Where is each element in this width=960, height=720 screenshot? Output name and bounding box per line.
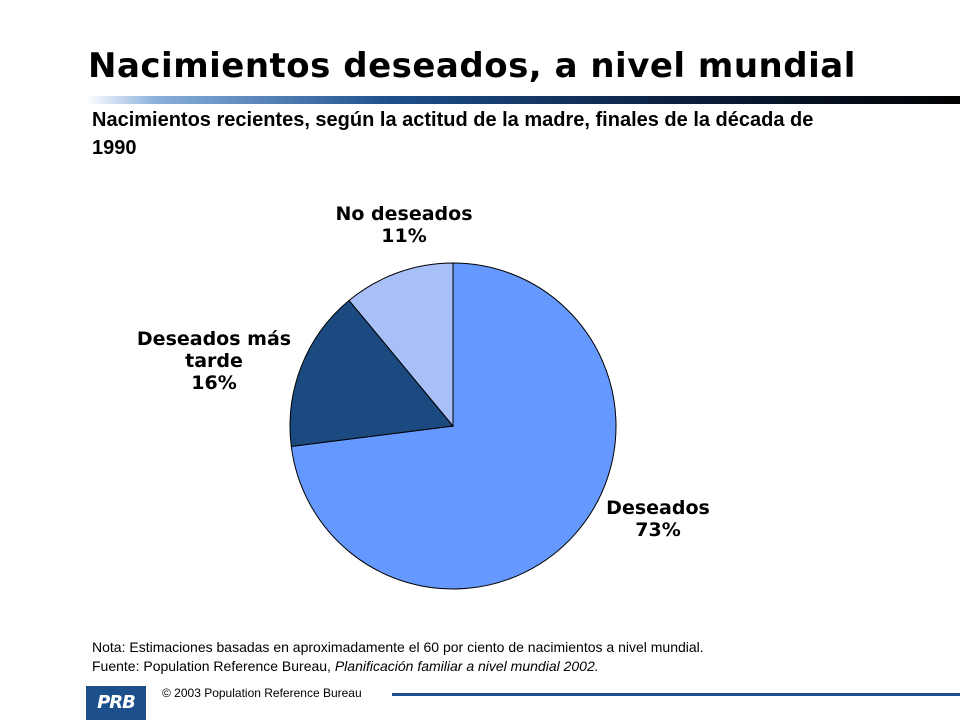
pie-label-category: Deseados bbox=[606, 497, 710, 519]
pie-label-3: No deseados 11% bbox=[335, 203, 472, 247]
source-text: Fuente: Population Reference Bureau, Pla… bbox=[92, 657, 704, 676]
pie-labels: Deseados 73% Deseados más tarde 16% No desead… bbox=[137, 203, 710, 541]
pie-label-category: No deseados bbox=[335, 203, 472, 225]
pie-label-1: Deseados 73% bbox=[606, 497, 710, 541]
source-title: Planificación familiar a nivel mundial 2… bbox=[334, 658, 599, 674]
prb-logo: PRB bbox=[86, 686, 146, 720]
pie-slice-deseados bbox=[290, 262, 617, 590]
pie-label-category: tarde bbox=[185, 350, 243, 372]
copyright-text: © 2003 Population Reference Bureau bbox=[162, 686, 362, 700]
footer-divider-line bbox=[392, 693, 960, 696]
pie-slice-deseados-m-s-tarde bbox=[289, 299, 454, 447]
pie-label-value: 16% bbox=[191, 372, 236, 394]
pie-label-2: Deseados más tarde 16% bbox=[137, 328, 291, 394]
note-text: Nota: Estimaciones basadas en aproximada… bbox=[92, 639, 704, 655]
pie-label-value: 11% bbox=[381, 225, 426, 247]
page-title: Nacimientos deseados, a nivel mundial bbox=[88, 46, 856, 86]
pie-slice-no-deseados bbox=[348, 262, 454, 428]
pie-slices bbox=[289, 262, 617, 590]
footer: PRB © 2003 Population Reference Bureau bbox=[0, 680, 960, 720]
source-prefix: Fuente: Population Reference Bureau, bbox=[92, 658, 335, 674]
pie-label-value: 73% bbox=[635, 519, 680, 541]
title-divider-bar bbox=[86, 96, 960, 104]
chart-subtitle: Nacimientos recientes, según la actitud … bbox=[92, 109, 814, 159]
footnote: Nota: Estimaciones basadas en aproximada… bbox=[92, 638, 704, 676]
pie-label-category: Deseados más bbox=[137, 328, 291, 350]
